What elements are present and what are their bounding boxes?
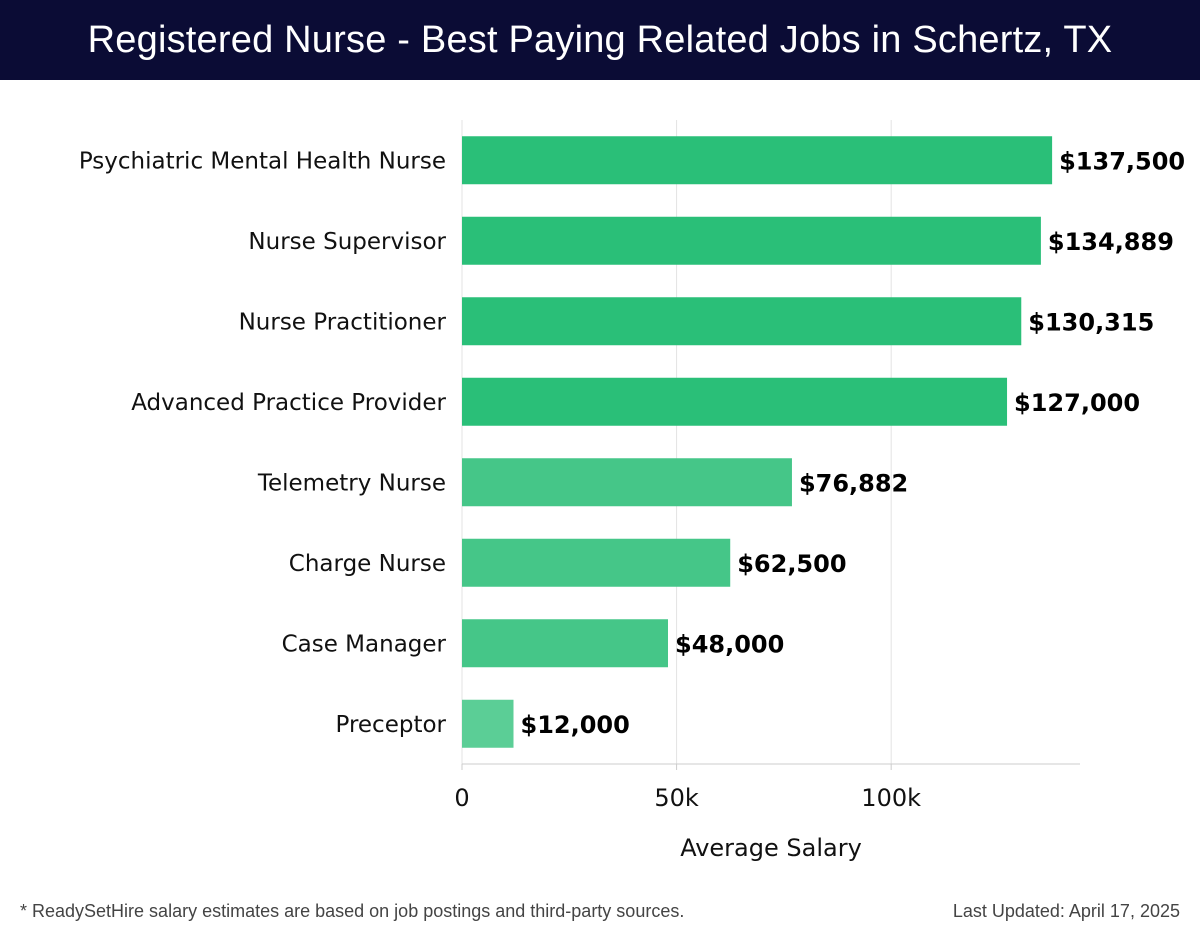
bar: [462, 619, 668, 668]
x-tick-label: 100k: [861, 784, 921, 812]
category-label: Telemetry Nurse: [257, 470, 446, 496]
last-updated: Last Updated: April 17, 2025: [952, 901, 1180, 921]
bar: [462, 377, 1008, 426]
bar: [462, 297, 1022, 346]
chart-title: Registered Nurse - Best Paying Related J…: [87, 18, 1113, 61]
category-label: Preceptor: [335, 712, 446, 738]
bar: [462, 538, 731, 587]
category-label: Nurse Supervisor: [248, 229, 446, 255]
value-label: $48,000: [675, 630, 784, 658]
x-tick-label: 0: [454, 784, 469, 812]
bar: [462, 216, 1041, 265]
x-tick-label: 50k: [654, 784, 699, 812]
footer-note: * ReadySetHire salary estimates are base…: [20, 901, 685, 921]
chart-header: Registered Nurse - Best Paying Related J…: [0, 0, 1200, 80]
bar: [462, 699, 514, 748]
value-label: $130,315: [1028, 308, 1154, 336]
category-label: Nurse Practitioner: [239, 309, 447, 335]
value-label: $12,000: [521, 711, 630, 739]
value-label: $62,500: [737, 550, 846, 578]
x-axis-title: Average Salary: [680, 834, 862, 862]
bar: [462, 458, 792, 507]
bar: [462, 136, 1053, 185]
category-label: Case Manager: [282, 631, 447, 657]
category-label: Psychiatric Mental Health Nurse: [79, 148, 446, 174]
bar-chart: 0 50k 100k Average Salary Psychiatric Mental…: [79, 120, 1185, 862]
category-label: Charge Nurse: [289, 551, 446, 577]
value-label: $127,000: [1014, 389, 1140, 417]
category-label: Advanced Practice Provider: [131, 390, 446, 416]
value-label: $134,889: [1048, 228, 1174, 256]
value-label: $76,882: [799, 469, 908, 497]
value-label: $137,500: [1059, 147, 1185, 175]
